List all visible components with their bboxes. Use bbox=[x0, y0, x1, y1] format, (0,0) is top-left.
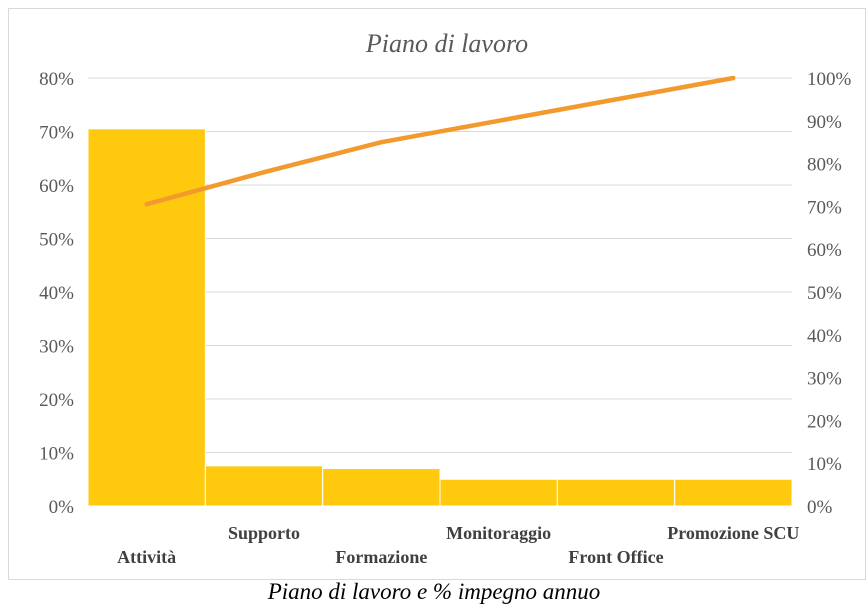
cumulative-line bbox=[144, 75, 736, 207]
left-tick-label: 60% bbox=[39, 176, 74, 197]
right-tick-label: 100% bbox=[807, 69, 852, 90]
right-tick-label: 20% bbox=[807, 411, 842, 432]
left-tick-label: 80% bbox=[39, 69, 74, 90]
left-tick-label: 30% bbox=[39, 337, 74, 358]
bar-1 bbox=[87, 128, 206, 507]
category-label: Attività bbox=[117, 547, 176, 567]
right-axis-ticks: 0% 10% 20% 30% 40% 50% 60% 70% 80% 90% 100% bbox=[807, 69, 852, 518]
left-tick-label: 10% bbox=[39, 444, 74, 465]
right-tick-label: 90% bbox=[807, 112, 842, 133]
right-tick-label: 80% bbox=[807, 155, 842, 176]
category-label: Supporto bbox=[228, 523, 300, 543]
right-tick-label: 10% bbox=[807, 454, 842, 475]
right-tick-label: 40% bbox=[807, 326, 842, 347]
right-tick-label: 60% bbox=[807, 240, 842, 261]
cumulative-line-path bbox=[144, 75, 736, 207]
pareto-chart: Piano di lavoro 0% 10% 20% 30% 40% 50% 60% 70% 8… bbox=[39, 29, 852, 567]
category-label: Formazione bbox=[335, 547, 427, 567]
left-tick-label: 40% bbox=[39, 283, 74, 304]
right-tick-label: 50% bbox=[807, 283, 842, 304]
right-tick-label: 30% bbox=[807, 369, 842, 390]
category-label: Promozione SCU bbox=[667, 523, 799, 543]
right-tick-label: 0% bbox=[807, 497, 833, 518]
right-tick-label: 70% bbox=[807, 197, 842, 218]
left-tick-label: 50% bbox=[39, 230, 74, 251]
left-axis-ticks: 0% 10% 20% 30% 40% 50% 60% 70% 80% bbox=[39, 69, 74, 518]
left-tick-label: 0% bbox=[49, 497, 75, 518]
bar-4 bbox=[439, 478, 558, 507]
category-labels: Attività Supporto Formazione Monitoraggio Fr… bbox=[117, 523, 799, 567]
bar-6 bbox=[674, 478, 793, 507]
chart-title: Piano di lavoro bbox=[365, 29, 528, 58]
left-tick-label: 70% bbox=[39, 123, 74, 144]
left-tick-label: 20% bbox=[39, 390, 74, 411]
category-label: Monitoraggio bbox=[446, 523, 551, 543]
category-label: Front Office bbox=[568, 547, 663, 567]
bar-2 bbox=[204, 465, 324, 507]
figure-caption: Piano di lavoro e % impegno annuo bbox=[267, 579, 601, 604]
bar-3 bbox=[322, 468, 441, 507]
bar-5 bbox=[556, 478, 676, 507]
